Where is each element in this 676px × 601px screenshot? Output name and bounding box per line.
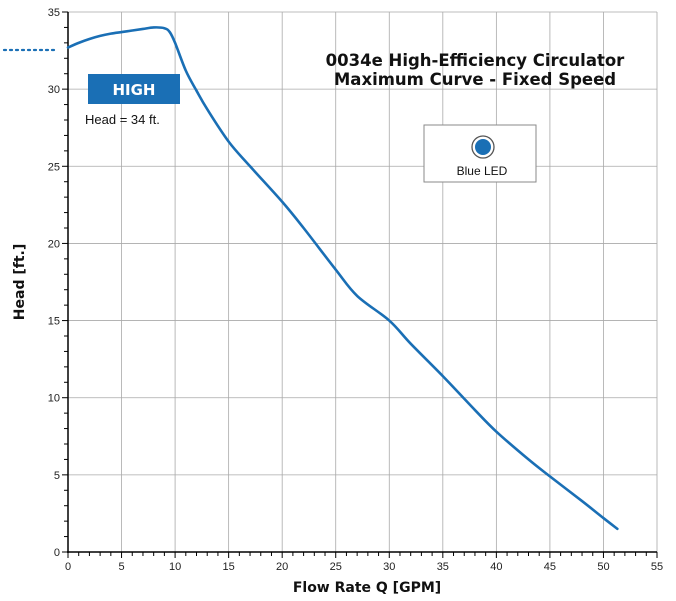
legend: Blue LED [423,124,537,183]
series-layer [66,26,619,531]
x-tick-label: 5 [118,561,124,573]
axes [67,12,657,553]
y-tick-label: 30 [48,84,60,96]
y-tick-label: 10 [48,393,60,405]
x-tick-label: 20 [276,561,288,573]
y-tick-label: 35 [48,7,60,19]
x-tick-label: 50 [597,561,609,573]
x-tick-label: 10 [169,561,181,573]
x-tick-label: 35 [437,561,449,573]
y-tick-label: 20 [48,238,60,250]
y-tick-label: 5 [54,470,60,482]
legend-label: Blue LED [457,164,508,178]
x-tick-label: 55 [651,561,663,573]
series-line [66,26,619,531]
high-badge-label: HIGH [112,81,155,99]
chart-title-line-2: Maximum Curve - Fixed Speed [334,70,616,89]
head-note: Head = 34 ft. [85,112,160,127]
blue-led-dot [475,139,491,155]
x-tick-label: 45 [544,561,556,573]
high-badge-background [88,74,180,104]
x-tick-label: 30 [383,561,395,573]
y-tick-label: 15 [48,316,60,328]
ticks: 0 5 10 15 20 25 30 35 40 45 50 55 0 5 10 15 20 25 30 35 [48,7,663,573]
x-axis-title: Flow Rate Q [GPM] [293,580,441,596]
x-tick-label: 40 [490,561,502,573]
x-tick-label: 25 [330,561,342,573]
y-tick-label: 0 [54,547,60,559]
x-tick-label: 15 [223,561,235,573]
high-badge: HIGH [88,74,180,104]
x-tick-label: 0 [65,561,71,573]
y-axis-title: Head [ft.] [12,244,28,320]
chart-title-line-1: 0034e High-Efficiency Circulator [326,51,625,70]
y-tick-label: 25 [48,161,60,173]
